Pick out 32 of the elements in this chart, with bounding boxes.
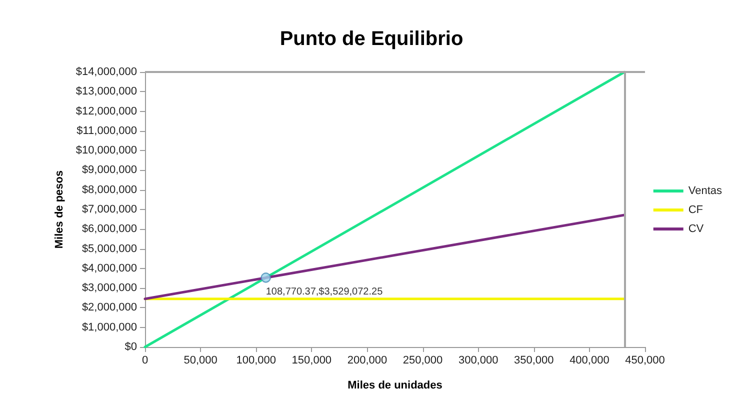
x-tick-label: 0	[142, 354, 148, 366]
annotation: 108,770.37,$3,529,072.25	[266, 286, 384, 298]
chart-title: Punto de Equilibrio	[280, 28, 464, 50]
y-tick-label: $3,000,000	[82, 282, 137, 294]
y-tick-label: $5,000,000	[82, 242, 137, 255]
x-tick-label: 300,000	[458, 354, 498, 366]
legend-label: CF	[688, 204, 704, 216]
y-tick-label: $4,000,000	[82, 262, 137, 274]
legend-label: Ventas	[688, 185, 722, 197]
legend-label: CV	[688, 223, 704, 235]
y-tick-label: $10,000,000	[76, 144, 137, 157]
x-tick-label: 100,000	[236, 354, 276, 366]
x-tick-label: 250,000	[402, 354, 443, 366]
x-axis-title: Miles de unidades	[348, 380, 442, 392]
y-tick-label: $11,000,000	[76, 124, 137, 137]
x-tick-label: 350,000	[514, 354, 554, 366]
y-tick-label: $1,000,000	[82, 321, 137, 334]
y-tick-label: $7,000,000	[82, 204, 137, 216]
y-tick-label: $9,000,000	[82, 164, 137, 176]
x-tick-label: 150,000	[292, 354, 332, 366]
x-tick-label: 50,000	[184, 354, 218, 366]
y-tick-label: $13,000,000	[76, 86, 137, 98]
y-tick-label: $0	[124, 341, 137, 353]
y-tick-label: $6,000,000	[82, 223, 137, 236]
x-tick-label: 450,000	[625, 354, 665, 366]
y-tick-label: $14,000,000	[76, 66, 137, 78]
y-tick-label: $8,000,000	[82, 184, 137, 196]
x-tick-label: 200,000	[347, 354, 388, 366]
y-tick-label: $2,000,000	[82, 302, 137, 314]
y-axis-title: Miles de pesos	[53, 170, 66, 249]
x-tick-label: 400,000	[570, 354, 610, 366]
y-tick-label: $12,000,000	[76, 105, 137, 118]
